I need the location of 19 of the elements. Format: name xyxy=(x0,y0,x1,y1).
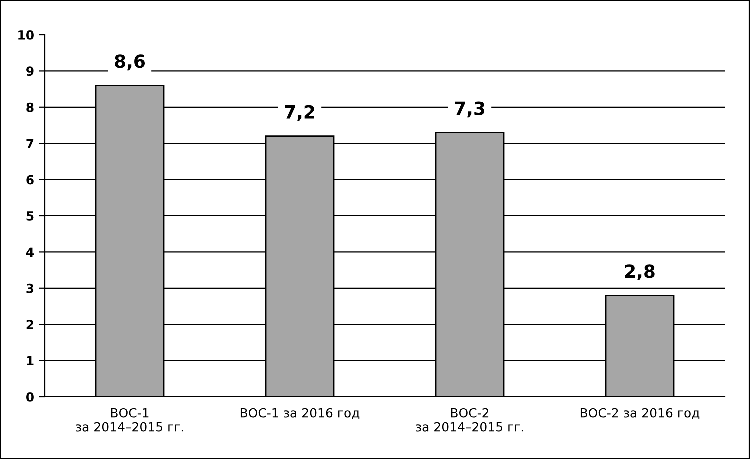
y-tick-label: 8 xyxy=(26,102,34,112)
y-tick-label: 10 xyxy=(18,30,34,40)
x-tick-label: ВОС-2 за 2014–2015 гг. xyxy=(416,408,524,432)
x-tick-label: ВОС-1 за 2016 год xyxy=(240,408,360,420)
data-label: 7,3 xyxy=(455,102,485,118)
data-label: 2,8 xyxy=(625,264,655,281)
y-tick-label: 0 xyxy=(26,392,34,402)
data-label: 8,6 xyxy=(115,54,146,71)
y-tick-label: 7 xyxy=(26,139,34,148)
x-tick-label: ВОС-2 за 2016 год xyxy=(580,408,700,420)
y-tick-label: 4 xyxy=(26,248,34,257)
y-tick-label: 1 xyxy=(27,356,34,366)
x-tick-label: ВОС-1 за 2014–2015 гг. xyxy=(76,408,184,432)
y-tick-label: 9 xyxy=(26,66,34,76)
y-tick-label: 5 xyxy=(26,212,34,221)
y-tick-label: 6 xyxy=(26,175,34,185)
y-tick-label: 2 xyxy=(26,320,34,330)
data-label: 7,2 xyxy=(285,105,314,122)
y-tick-label: 3 xyxy=(26,284,34,294)
